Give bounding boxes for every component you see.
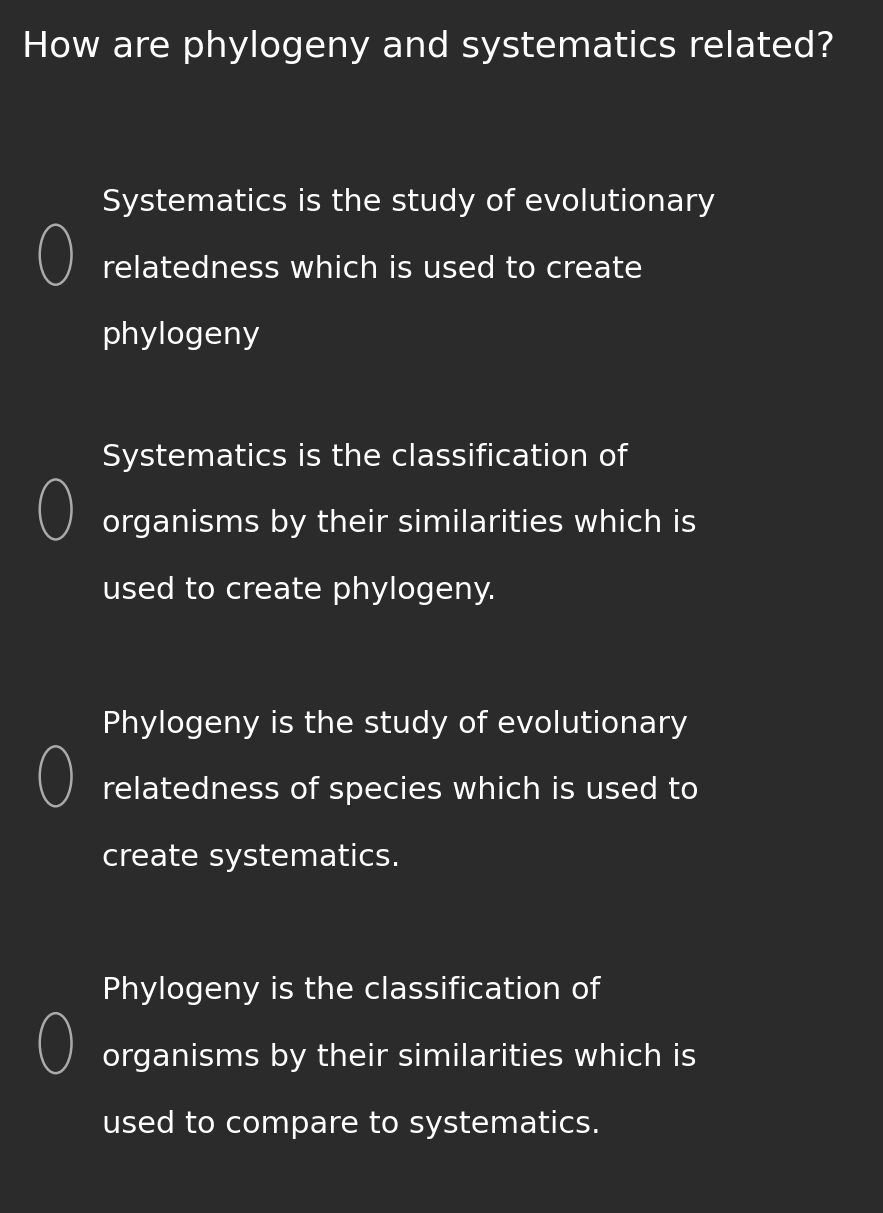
Text: Phylogeny is the study of evolutionary: Phylogeny is the study of evolutionary (102, 710, 688, 739)
Text: create systematics.: create systematics. (102, 843, 400, 872)
Text: organisms by their similarities which is: organisms by their similarities which is (102, 509, 696, 539)
Text: phylogeny: phylogeny (102, 321, 260, 351)
Text: Phylogeny is the classification of: Phylogeny is the classification of (102, 976, 600, 1006)
Text: organisms by their similarities which is: organisms by their similarities which is (102, 1043, 696, 1072)
Text: How are phylogeny and systematics related?: How are phylogeny and systematics relate… (22, 30, 835, 64)
Text: relatedness of species which is used to: relatedness of species which is used to (102, 776, 698, 805)
Text: used to compare to systematics.: used to compare to systematics. (102, 1110, 600, 1139)
Text: Systematics is the classification of: Systematics is the classification of (102, 443, 627, 472)
Text: relatedness which is used to create: relatedness which is used to create (102, 255, 642, 284)
Text: Systematics is the study of evolutionary: Systematics is the study of evolutionary (102, 188, 715, 217)
Text: used to create phylogeny.: used to create phylogeny. (102, 576, 496, 605)
